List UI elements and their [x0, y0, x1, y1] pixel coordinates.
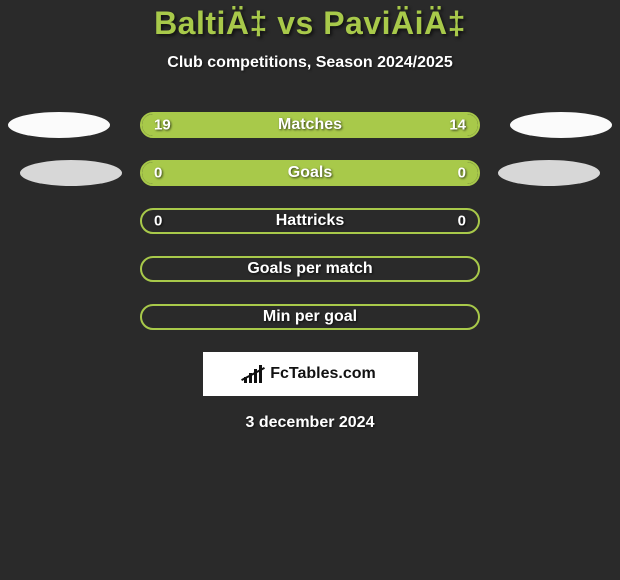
stat-value-right: 14: [449, 117, 466, 134]
stat-value-left: 0: [154, 165, 162, 182]
stat-value-left: 19: [154, 117, 171, 134]
stats-area: 19 Matches 14 0 Goals 0 0 Hattricks 0: [0, 112, 620, 330]
stat-bar-goals: 0 Goals 0: [140, 160, 480, 186]
photo-placeholder-right: [510, 112, 612, 138]
photo-placeholder-left: [20, 160, 122, 186]
stat-label: Matches: [278, 116, 342, 134]
logo-text: FcTables.com: [270, 365, 376, 383]
comparison-widget: BaltiÄ‡ vs PaviÄiÄ‡ Club competitions, S…: [0, 0, 620, 432]
fctables-logo[interactable]: FcTables.com: [203, 352, 418, 396]
stat-bar-hattricks: 0 Hattricks 0: [140, 208, 480, 234]
stat-row-min-per-goal: Min per goal: [0, 304, 620, 330]
photo-placeholder-right: [498, 160, 600, 186]
photo-placeholder-left: [8, 112, 110, 138]
stat-row-matches: 19 Matches 14: [0, 112, 620, 138]
stat-label: Min per goal: [263, 308, 357, 326]
stat-row-hattricks: 0 Hattricks 0: [0, 208, 620, 234]
stat-label: Goals: [288, 164, 332, 182]
stat-value-right: 0: [458, 213, 466, 230]
stat-value-left: 0: [154, 213, 162, 230]
stat-row-goals-per-match: Goals per match: [0, 256, 620, 282]
stat-value-right: 0: [458, 165, 466, 182]
stat-row-goals: 0 Goals 0: [0, 160, 620, 186]
page-title: BaltiÄ‡ vs PaviÄiÄ‡: [154, 5, 466, 42]
stat-label: Goals per match: [247, 260, 372, 278]
stat-bar-matches: 19 Matches 14: [140, 112, 480, 138]
chart-icon: [244, 365, 266, 383]
stat-label: Hattricks: [276, 212, 344, 230]
stat-bar-goals-per-match: Goals per match: [140, 256, 480, 282]
stat-bar-min-per-goal: Min per goal: [140, 304, 480, 330]
page-subtitle: Club competitions, Season 2024/2025: [167, 54, 452, 72]
date-label: 3 december 2024: [246, 414, 375, 432]
